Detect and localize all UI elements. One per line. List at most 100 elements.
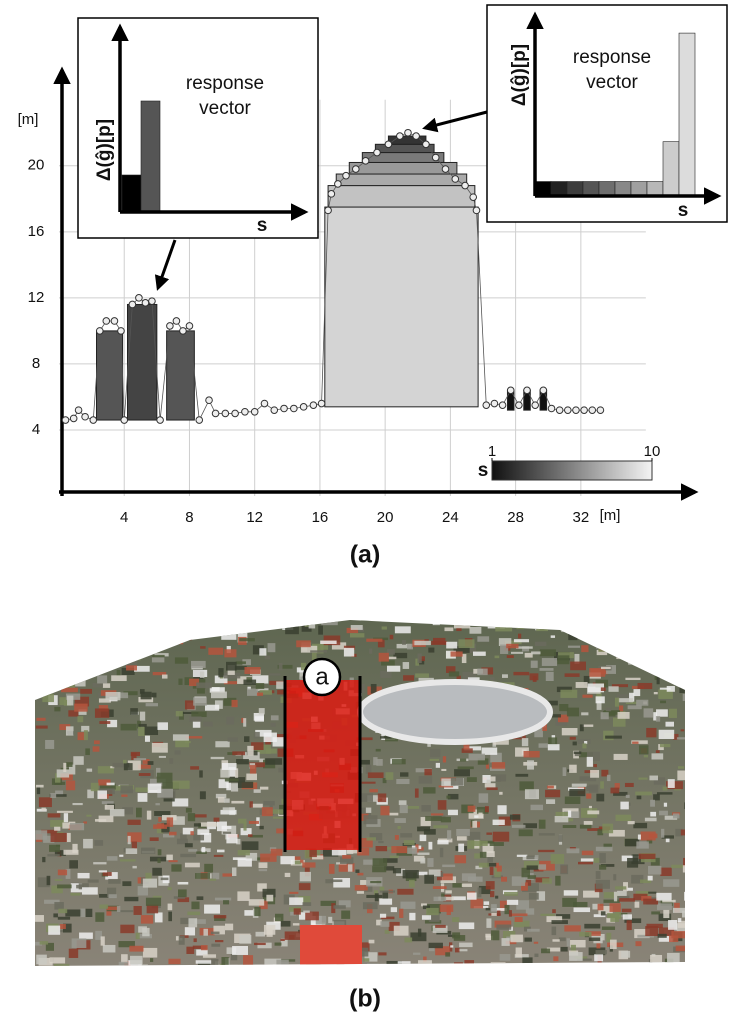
texture xyxy=(431,813,443,815)
profile-point xyxy=(96,328,103,335)
texture xyxy=(168,904,173,911)
texture xyxy=(456,628,461,631)
texture xyxy=(254,907,260,916)
profile-point xyxy=(310,402,317,409)
texture xyxy=(625,783,634,787)
texture xyxy=(61,688,78,693)
texture xyxy=(140,712,145,721)
texture xyxy=(197,829,209,835)
profile-point xyxy=(196,417,203,424)
texture xyxy=(615,886,626,889)
texture xyxy=(83,839,93,849)
texture xyxy=(493,820,505,825)
texture xyxy=(648,866,661,875)
texture xyxy=(518,634,521,639)
inset-bar xyxy=(663,142,679,196)
texture xyxy=(559,937,566,941)
texture xyxy=(39,797,52,807)
texture xyxy=(618,698,633,702)
texture xyxy=(80,689,92,694)
texture xyxy=(194,823,201,826)
texture xyxy=(98,629,102,636)
texture xyxy=(238,782,253,788)
texture xyxy=(129,946,143,952)
texture xyxy=(119,855,123,857)
texture xyxy=(216,629,231,632)
texture xyxy=(95,912,104,921)
texture xyxy=(504,905,509,914)
inset-bar xyxy=(615,182,631,196)
texture xyxy=(169,832,177,836)
profile-point xyxy=(452,176,459,183)
texture xyxy=(506,644,518,648)
texture xyxy=(279,663,283,670)
texture xyxy=(281,921,291,927)
profile-point xyxy=(167,323,174,330)
profile-point xyxy=(206,397,213,404)
texture xyxy=(684,892,693,901)
building-bar xyxy=(127,304,156,420)
texture xyxy=(502,674,508,678)
texture xyxy=(390,856,399,858)
texture xyxy=(299,616,304,621)
texture xyxy=(197,896,204,900)
texture xyxy=(357,891,364,894)
texture xyxy=(650,640,665,646)
texture xyxy=(569,789,585,796)
texture xyxy=(553,956,558,961)
texture xyxy=(407,847,417,853)
texture xyxy=(69,616,84,625)
texture xyxy=(427,858,433,867)
texture xyxy=(633,689,640,696)
texture xyxy=(128,820,141,825)
texture xyxy=(610,903,621,912)
caption: (b) xyxy=(349,985,381,1013)
inset-y-label: Δ(ĝ)[p] xyxy=(94,119,115,181)
texture xyxy=(376,749,381,752)
texture xyxy=(126,848,137,854)
texture xyxy=(527,760,534,769)
inset-bar xyxy=(599,182,615,196)
texture xyxy=(610,620,614,628)
texture xyxy=(372,866,386,872)
texture xyxy=(146,898,161,906)
texture xyxy=(376,846,388,851)
texture xyxy=(214,965,220,971)
texture xyxy=(681,729,685,731)
profile-point xyxy=(470,194,477,201)
texture xyxy=(362,782,376,784)
building-bar xyxy=(325,207,478,407)
texture xyxy=(599,865,606,870)
texture xyxy=(563,825,577,828)
texture xyxy=(454,619,470,629)
texture xyxy=(188,849,197,852)
texture xyxy=(644,708,654,717)
texture xyxy=(118,645,130,652)
texture xyxy=(527,929,540,932)
texture xyxy=(146,643,153,650)
texture xyxy=(69,949,78,958)
texture xyxy=(59,663,63,666)
texture xyxy=(482,616,497,622)
texture xyxy=(654,692,658,694)
texture xyxy=(226,662,237,671)
texture xyxy=(222,873,232,876)
texture xyxy=(437,840,448,844)
texture xyxy=(581,858,594,861)
texture xyxy=(99,721,110,724)
texture xyxy=(121,954,128,963)
texture xyxy=(259,869,267,871)
texture xyxy=(123,657,132,659)
texture xyxy=(419,776,433,783)
texture xyxy=(424,829,436,835)
texture xyxy=(238,858,252,866)
texture xyxy=(285,625,299,634)
texture xyxy=(679,685,684,693)
texture xyxy=(63,850,78,855)
texture xyxy=(514,639,529,642)
inset-bar xyxy=(551,182,567,196)
texture xyxy=(596,794,604,802)
texture xyxy=(447,830,451,839)
texture xyxy=(400,833,412,837)
texture xyxy=(341,911,350,919)
